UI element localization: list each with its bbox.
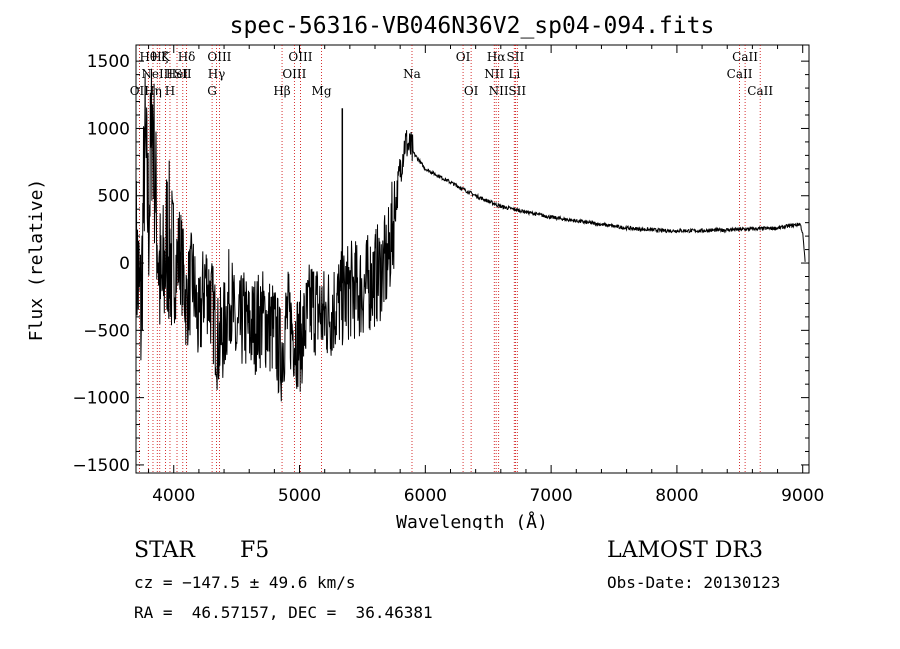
y-tick-label: 0 — [119, 254, 130, 274]
plot-frame — [135, 44, 810, 474]
line-label: Mg — [312, 84, 332, 98]
line-label: G — [207, 84, 217, 98]
line-label: Hη — [144, 84, 162, 98]
line-label: Li — [508, 67, 520, 81]
x-tick-label: 5000 — [278, 486, 321, 506]
y-tick-label: 1500 — [87, 52, 130, 72]
y-tick-label: 1000 — [87, 119, 130, 139]
y-tick-label: −1500 — [72, 456, 130, 476]
line-label: Na — [403, 67, 421, 81]
survey-name: LAMOST DR3 — [607, 538, 763, 563]
line-label: OI — [464, 84, 479, 98]
line-label: CaII — [732, 50, 758, 64]
redshift-velocity: cz = −147.5 ± 49.6 km/s — [134, 573, 356, 592]
x-tick-label: 9000 — [781, 486, 824, 506]
line-label: Hδ — [178, 50, 196, 64]
line-label: OIII — [282, 67, 306, 81]
emission-line-labels: OIIHθHηNeIIIHζKHHeISIIHδGHγOIIIHβOIIIOII… — [130, 50, 774, 98]
line-label: OIII — [288, 50, 312, 64]
line-label: SII — [508, 84, 526, 98]
line-label: H — [165, 84, 175, 98]
x-tick-label: 7000 — [529, 486, 572, 506]
y-tick-label: 500 — [98, 187, 130, 207]
line-label: Hζ — [151, 50, 168, 64]
x-tick-label: 4000 — [152, 486, 195, 506]
observation-date: Obs-Date: 20130123 — [607, 573, 781, 592]
line-label: HeI — [166, 67, 189, 81]
line-label: OIII — [207, 50, 231, 64]
line-label: NeIII — [141, 67, 173, 81]
x-axis-label: Wavelength (Å) — [396, 511, 548, 530]
spectrum-series-line — [135, 68, 806, 402]
spectrum-chart: spec-56316-VB046N36V2_sp04-094.fits OIIH… — [26, 13, 824, 530]
y-tick-label: −500 — [83, 321, 130, 341]
line-label: CaII — [747, 84, 773, 98]
y-tick-label: −1000 — [72, 389, 130, 409]
line-label: NII — [489, 84, 509, 98]
x-tick-label: 6000 — [404, 486, 447, 506]
y-axis-label: Flux (relative) — [26, 179, 47, 342]
line-label: Hθ — [139, 50, 157, 64]
line-label: K — [161, 50, 171, 64]
line-label: Hγ — [208, 67, 226, 81]
sky-coordinates: RA = 46.57157, DEC = 36.46381 — [134, 603, 433, 622]
line-label: CaII — [727, 67, 753, 81]
axis-ticks: 4000 5000 6000 7000 8000 9000 −1500 −1000 −500 0 5… — [72, 45, 824, 506]
line-label: SII — [507, 50, 525, 64]
line-label: Hβ — [273, 84, 290, 98]
line-label: NII — [484, 67, 504, 81]
line-label: SII — [174, 67, 192, 81]
object-class: STAR — [134, 538, 195, 563]
x-tick-label: 8000 — [655, 486, 698, 506]
line-label: Hα — [487, 50, 506, 64]
line-label: OII — [130, 84, 150, 98]
object-subclass: F5 — [240, 538, 270, 563]
line-label: OI — [456, 50, 471, 64]
chart-title: spec-56316-VB046N36V2_sp04-094.fits — [230, 13, 715, 39]
emission-line-markers — [138, 45, 761, 473]
